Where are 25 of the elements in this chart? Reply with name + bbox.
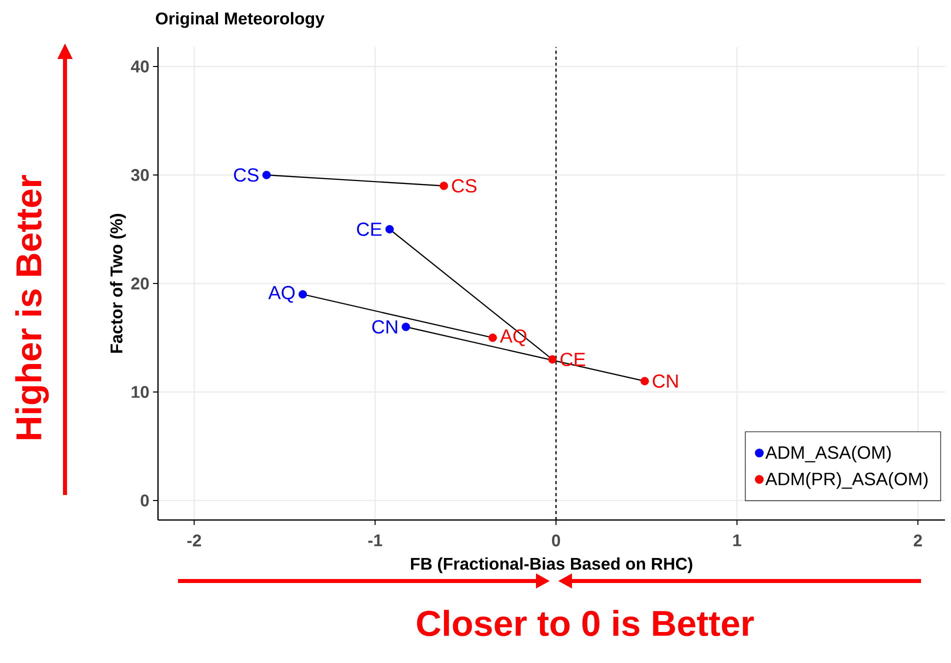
legend-label: ADM(PR)_ASA(OM): [765, 472, 928, 489]
x-tick-label: 0: [552, 534, 560, 547]
x-tick-label: 2: [914, 534, 922, 546]
y-tick-label: 40: [130, 60, 149, 73]
text: Higher is Better: [15, 175, 49, 440]
annotation: AQ: [500, 329, 526, 346]
chart-title: Original Meteorology: [156, 12, 324, 28]
annotation: CE: [560, 352, 586, 366]
x-tick-label: -1: [368, 534, 382, 546]
annotation: AQ: [268, 286, 295, 303]
y-axis-title: Factor of Two (%): [110, 214, 126, 353]
annotation: CS: [452, 179, 476, 193]
y-tick-label: 20: [131, 277, 149, 290]
annotation: CE: [357, 222, 382, 236]
text: Closer to 0 is Better: [417, 610, 754, 636]
annotation: CN: [372, 320, 398, 334]
y-tick-label: 0: [140, 494, 149, 506]
x-tick-label: 1: [733, 534, 742, 546]
annotation: CN: [652, 374, 678, 388]
y-tick-label: 30: [131, 168, 149, 182]
annotation: CS: [234, 168, 258, 182]
legend-label: ADM_ASA(OM): [765, 446, 891, 462]
y-tick-label: 10: [132, 386, 149, 398]
x-axis-title: FB (Fractional-Bias Based on RHC): [411, 557, 692, 574]
x-tick-label: -2: [187, 534, 202, 546]
